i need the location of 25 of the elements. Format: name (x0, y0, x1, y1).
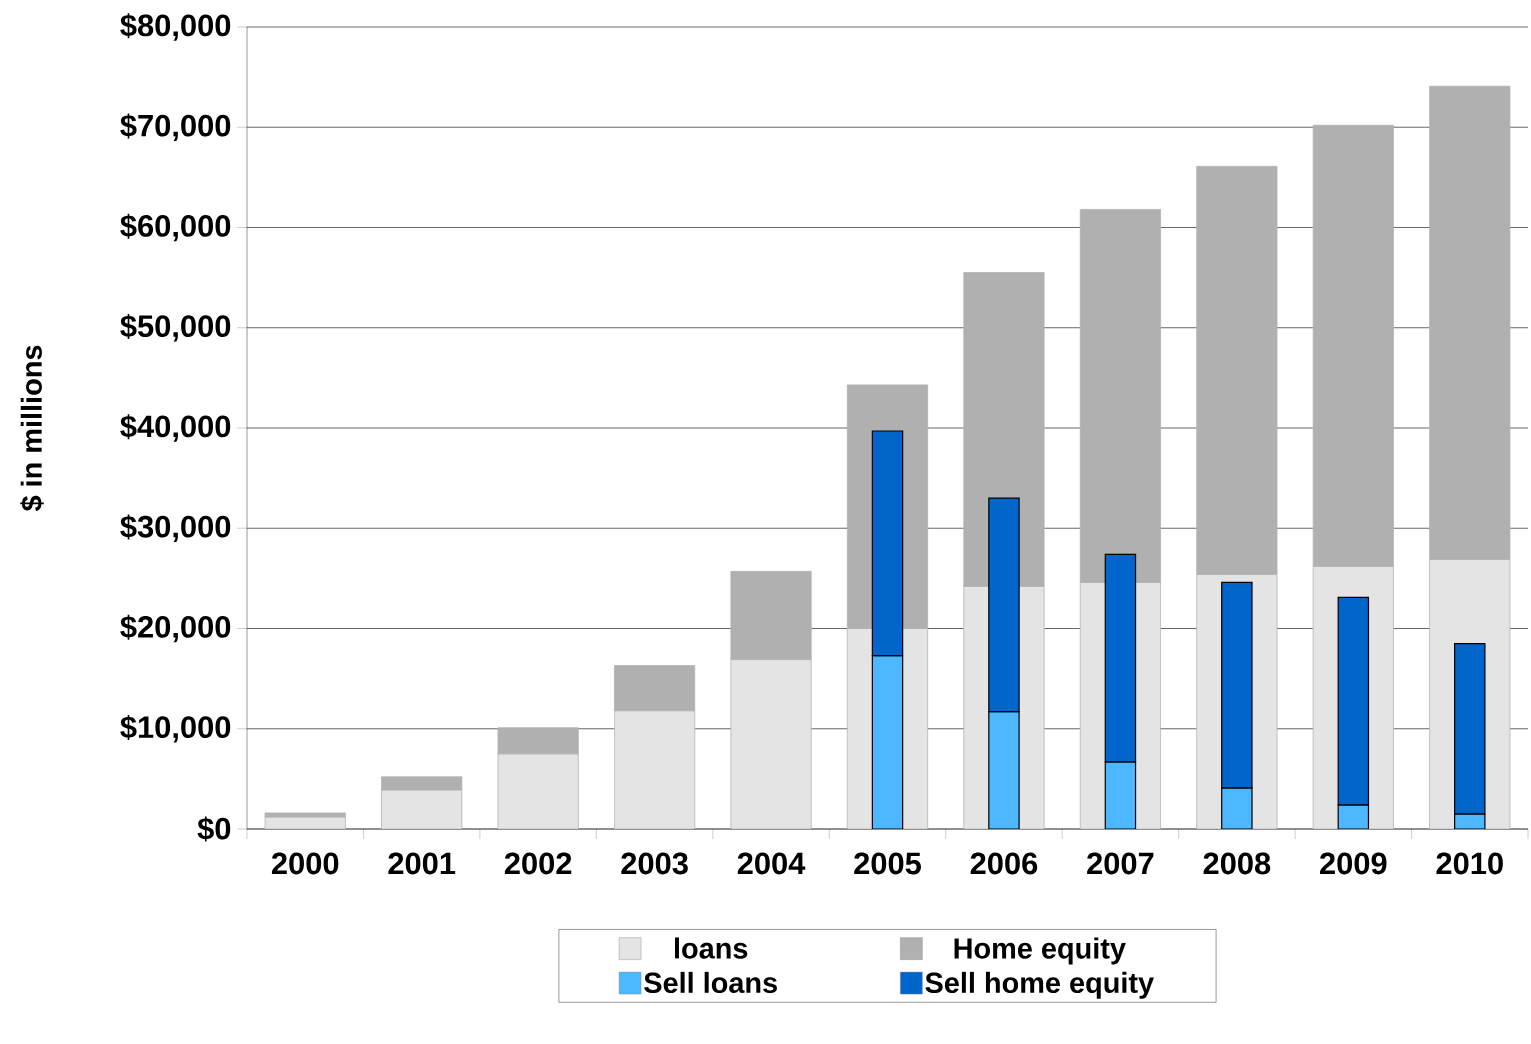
x-tick-label: 2001 (388, 852, 456, 875)
x-tick-label: 2010 (1436, 852, 1503, 875)
y-tick-label: $10,000 (120, 714, 231, 743)
y-tick-label: $80,000 (120, 13, 231, 41)
y-tick-label: $40,000 (120, 414, 231, 442)
x-tick-label: 2005 (854, 852, 921, 875)
legend-label: Sell home equity (925, 971, 1154, 999)
y-tick-label: $20,000 (120, 614, 231, 643)
x-tick-label: 2004 (737, 852, 806, 875)
x-tick-label: 2008 (1203, 852, 1271, 875)
legend-label: Home equity (954, 937, 1126, 965)
y-axis-title: $ in millions (20, 345, 44, 512)
y-tick-label: $50,000 (120, 313, 231, 342)
x-tick-label: 2009 (1320, 852, 1387, 875)
x-tick-label: 2007 (1087, 852, 1154, 875)
x-tick-label: 2003 (621, 852, 688, 875)
y-tick-label: $30,000 (120, 514, 231, 543)
x-tick-label: 2002 (504, 852, 572, 875)
x-tick-label: 2000 (271, 852, 339, 875)
y-tick-label: $70,000 (120, 113, 231, 142)
y-tick-label: $0 (197, 816, 231, 842)
legend-label: Sell loans (644, 971, 777, 994)
legend-label: loans (675, 937, 748, 959)
y-tick-label: $60,000 (120, 213, 231, 242)
x-tick-label: 2006 (970, 852, 1038, 875)
